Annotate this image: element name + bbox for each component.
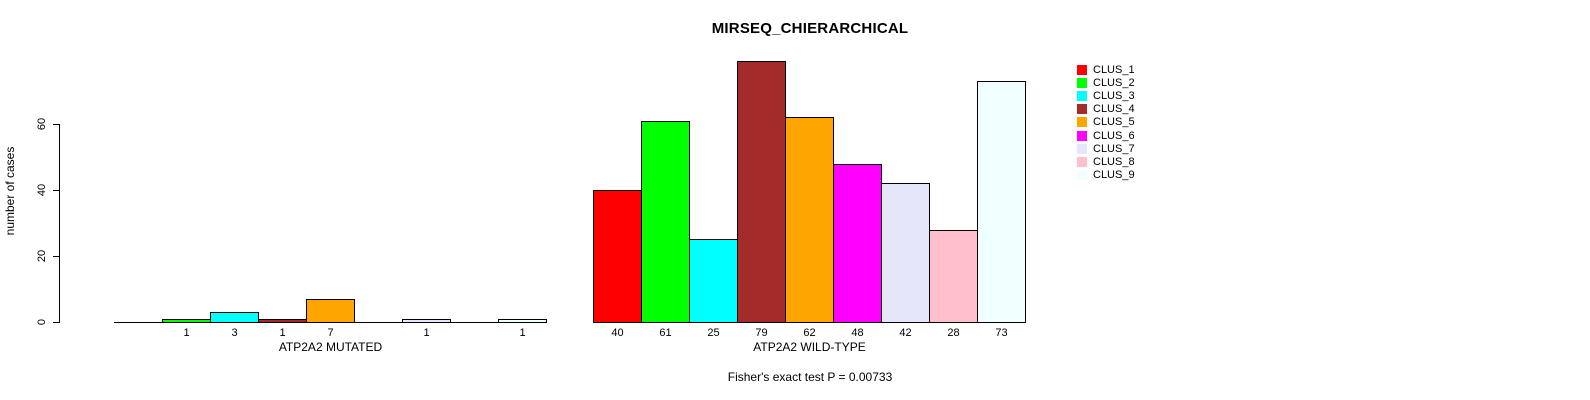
- bar: [689, 239, 738, 323]
- legend-swatch: [1077, 64, 1087, 75]
- y-tick-label: 20: [36, 249, 48, 263]
- y-tick-label: 40: [36, 183, 48, 197]
- legend-item: CLUS_2: [1077, 76, 1135, 89]
- y-tick: [53, 190, 59, 191]
- chart-title: MIRSEQ_CHIERARCHICAL: [711, 20, 909, 37]
- bar-value-label: 7: [327, 327, 334, 339]
- legend-label: CLUS_2: [1093, 76, 1135, 89]
- bar-value-label: 28: [947, 327, 960, 339]
- legend-swatch: [1077, 143, 1087, 154]
- bar: [306, 299, 355, 323]
- legend-item: CLUS_3: [1077, 89, 1135, 102]
- legend-item: CLUS_7: [1077, 142, 1135, 155]
- group-label-atp2a2-wild-type: ATP2A2 WILD-TYPE: [753, 340, 866, 354]
- bar: [498, 319, 547, 323]
- bar-value-label: 25: [707, 327, 720, 339]
- bar: [641, 121, 690, 323]
- legend-swatch: [1077, 90, 1087, 101]
- y-axis: [59, 124, 60, 323]
- legend-label: CLUS_8: [1093, 155, 1135, 168]
- bar-value-label: 73: [995, 327, 1008, 339]
- legend-label: CLUS_6: [1093, 129, 1135, 142]
- legend-item: CLUS_8: [1077, 155, 1135, 168]
- legend-swatch: [1077, 130, 1087, 141]
- bar: [929, 230, 978, 323]
- bar-value-label: 1: [519, 327, 526, 339]
- legend-swatch: [1077, 77, 1087, 88]
- legend-label: CLUS_3: [1093, 89, 1135, 102]
- legend-swatch: [1077, 117, 1087, 128]
- bar-value-label: 1: [423, 327, 430, 339]
- bar: [258, 319, 307, 323]
- bar: [162, 319, 211, 323]
- legend-label: CLUS_5: [1093, 116, 1135, 129]
- fisher-test-annotation: Fisher's exact test P = 0.00733: [727, 370, 893, 384]
- bar: [881, 183, 930, 323]
- legend-swatch: [1077, 170, 1087, 181]
- bar: [402, 319, 451, 323]
- y-tick-label: 0: [36, 318, 48, 326]
- bar: [593, 190, 642, 323]
- legend-item: CLUS_1: [1077, 63, 1135, 76]
- y-tick: [53, 124, 59, 125]
- legend: CLUS_1 CLUS_2 CLUS_3 CLUS_4 CLUS_5 CLUS_6 CLUS…: [1077, 63, 1135, 182]
- legend-swatch: [1077, 156, 1087, 167]
- bar-value-label: 42: [899, 327, 912, 339]
- bar-value-label: 3: [231, 327, 238, 339]
- legend-item: CLUS_9: [1077, 169, 1135, 182]
- bar-value-label: 48: [851, 327, 864, 339]
- bar-value-label: 61: [659, 327, 672, 339]
- bar-value-label: 1: [279, 327, 286, 339]
- y-tick: [53, 256, 59, 257]
- bar: [833, 164, 882, 323]
- y-tick: [53, 322, 59, 323]
- bar-value-label: 79: [755, 327, 768, 339]
- bar-value-label: 1: [183, 327, 190, 339]
- y-tick-label: 60: [36, 117, 48, 131]
- legend-label: CLUS_7: [1093, 142, 1135, 155]
- bar: [977, 81, 1026, 323]
- y-axis-label: number of cases: [3, 146, 17, 236]
- bar: [210, 312, 259, 323]
- legend-label: CLUS_9: [1093, 169, 1135, 182]
- bar: [785, 117, 834, 323]
- legend-item: CLUS_5: [1077, 116, 1135, 129]
- legend-label: CLUS_4: [1093, 103, 1135, 116]
- legend-item: CLUS_4: [1077, 103, 1135, 116]
- legend-swatch: [1077, 104, 1087, 115]
- legend-item: CLUS_6: [1077, 129, 1135, 142]
- group-label-atp2a2-mutated: ATP2A2 MUTATED: [278, 340, 383, 354]
- bar-value-label: 40: [611, 327, 624, 339]
- bar: [737, 61, 786, 323]
- bar-value-label: 62: [803, 327, 816, 339]
- legend-label: CLUS_1: [1093, 63, 1135, 76]
